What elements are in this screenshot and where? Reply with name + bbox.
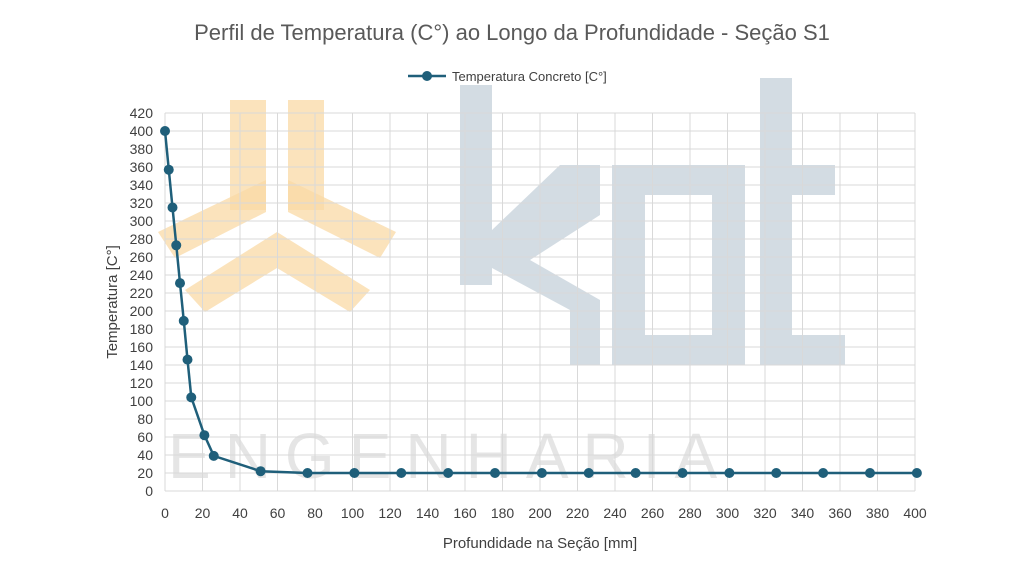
data-point	[171, 240, 182, 251]
x-tick-label: 360	[828, 505, 852, 521]
y-axis-ticks: 0 20 40 60 80 100 120 140 160 180 200 220 240 260 280 3…	[130, 105, 154, 499]
y-tick-label: 400	[130, 123, 154, 139]
x-tick-label: 80	[307, 505, 323, 521]
x-axis-title: Profundidade na Seção [mm]	[443, 535, 637, 552]
y-tick-label: 180	[130, 321, 154, 337]
y-tick-label: 260	[130, 249, 154, 265]
x-tick-label: 220	[566, 505, 590, 521]
data-point	[396, 468, 407, 478]
x-tick-label: 340	[791, 505, 815, 521]
data-point	[771, 468, 782, 478]
watermark-orange-chevron-right	[288, 180, 396, 258]
watermark-text: ENGENHARIA	[168, 420, 731, 492]
y-tick-label: 160	[130, 339, 154, 355]
data-point	[182, 354, 193, 365]
y-tick-label: 360	[130, 159, 154, 175]
watermark-letter-k	[460, 85, 600, 365]
y-tick-label: 320	[130, 195, 154, 211]
x-tick-label: 380	[866, 505, 890, 521]
x-tick-label: 40	[232, 505, 248, 521]
watermark-orange-arrow	[185, 232, 370, 312]
legend-label: Temperatura Concreto [C°]	[452, 69, 607, 84]
y-tick-label: 0	[145, 483, 153, 499]
series-temperatura-concreto	[160, 126, 922, 478]
y-tick-label: 220	[130, 285, 154, 301]
grid-lines	[164, 112, 916, 492]
x-tick-label: 400	[903, 505, 927, 521]
data-point	[349, 468, 360, 478]
x-tick-label: 60	[270, 505, 286, 521]
data-point	[724, 468, 735, 478]
data-point	[255, 466, 266, 477]
y-tick-label: 300	[130, 213, 154, 229]
y-tick-label: 120	[130, 375, 154, 391]
y-tick-label: 280	[130, 231, 154, 247]
data-point	[178, 315, 189, 326]
data-point	[536, 468, 547, 478]
x-tick-label: 200	[528, 505, 552, 521]
data-point	[630, 468, 641, 478]
data-point	[175, 278, 185, 289]
data-point	[199, 430, 210, 441]
watermark-letter-o	[612, 165, 745, 365]
data-point	[302, 468, 313, 478]
data-point	[163, 164, 174, 175]
x-tick-label: 320	[753, 505, 777, 521]
watermark-logo: ENGENHARIA	[158, 78, 845, 492]
data-point	[208, 450, 219, 461]
x-tick-label: 20	[195, 505, 211, 521]
data-point	[677, 468, 688, 478]
x-tick-label: 140	[416, 505, 440, 521]
x-axis-ticks: 0 20 40 60 80 100 120 140 160 180 200 220 240 260 280 3…	[161, 505, 927, 521]
data-point	[865, 468, 875, 478]
y-tick-label: 60	[137, 429, 153, 445]
y-tick-label: 80	[137, 411, 153, 427]
x-tick-label: 160	[453, 505, 477, 521]
data-point	[443, 468, 454, 478]
data-point	[160, 126, 170, 136]
data-point	[911, 468, 922, 478]
y-tick-label: 200	[130, 303, 154, 319]
x-tick-label: 100	[341, 505, 365, 521]
x-tick-label: 180	[491, 505, 515, 521]
y-tick-label: 340	[130, 177, 154, 193]
y-tick-label: 140	[130, 357, 154, 373]
x-tick-label: 0	[161, 505, 169, 521]
y-tick-label: 420	[130, 105, 154, 121]
data-point	[818, 468, 829, 478]
data-point	[186, 392, 197, 403]
y-tick-label: 380	[130, 141, 154, 157]
x-tick-label: 280	[678, 505, 702, 521]
legend: Temperatura Concreto [C°]	[408, 69, 607, 84]
y-axis-title: Temperatura [C°]	[104, 245, 121, 359]
y-tick-label: 240	[130, 267, 154, 283]
x-tick-label: 260	[641, 505, 665, 521]
data-point	[490, 468, 500, 478]
y-tick-label: 20	[137, 465, 153, 481]
x-tick-label: 300	[716, 505, 740, 521]
data-point	[167, 202, 178, 213]
data-point	[583, 468, 594, 478]
chart-title: Perfil de Temperatura (C°) ao Longo da P…	[194, 20, 830, 45]
y-tick-label: 100	[130, 393, 154, 409]
x-tick-label: 240	[603, 505, 627, 521]
y-tick-label: 40	[137, 447, 153, 463]
legend-marker	[422, 71, 432, 81]
x-tick-label: 120	[378, 505, 402, 521]
